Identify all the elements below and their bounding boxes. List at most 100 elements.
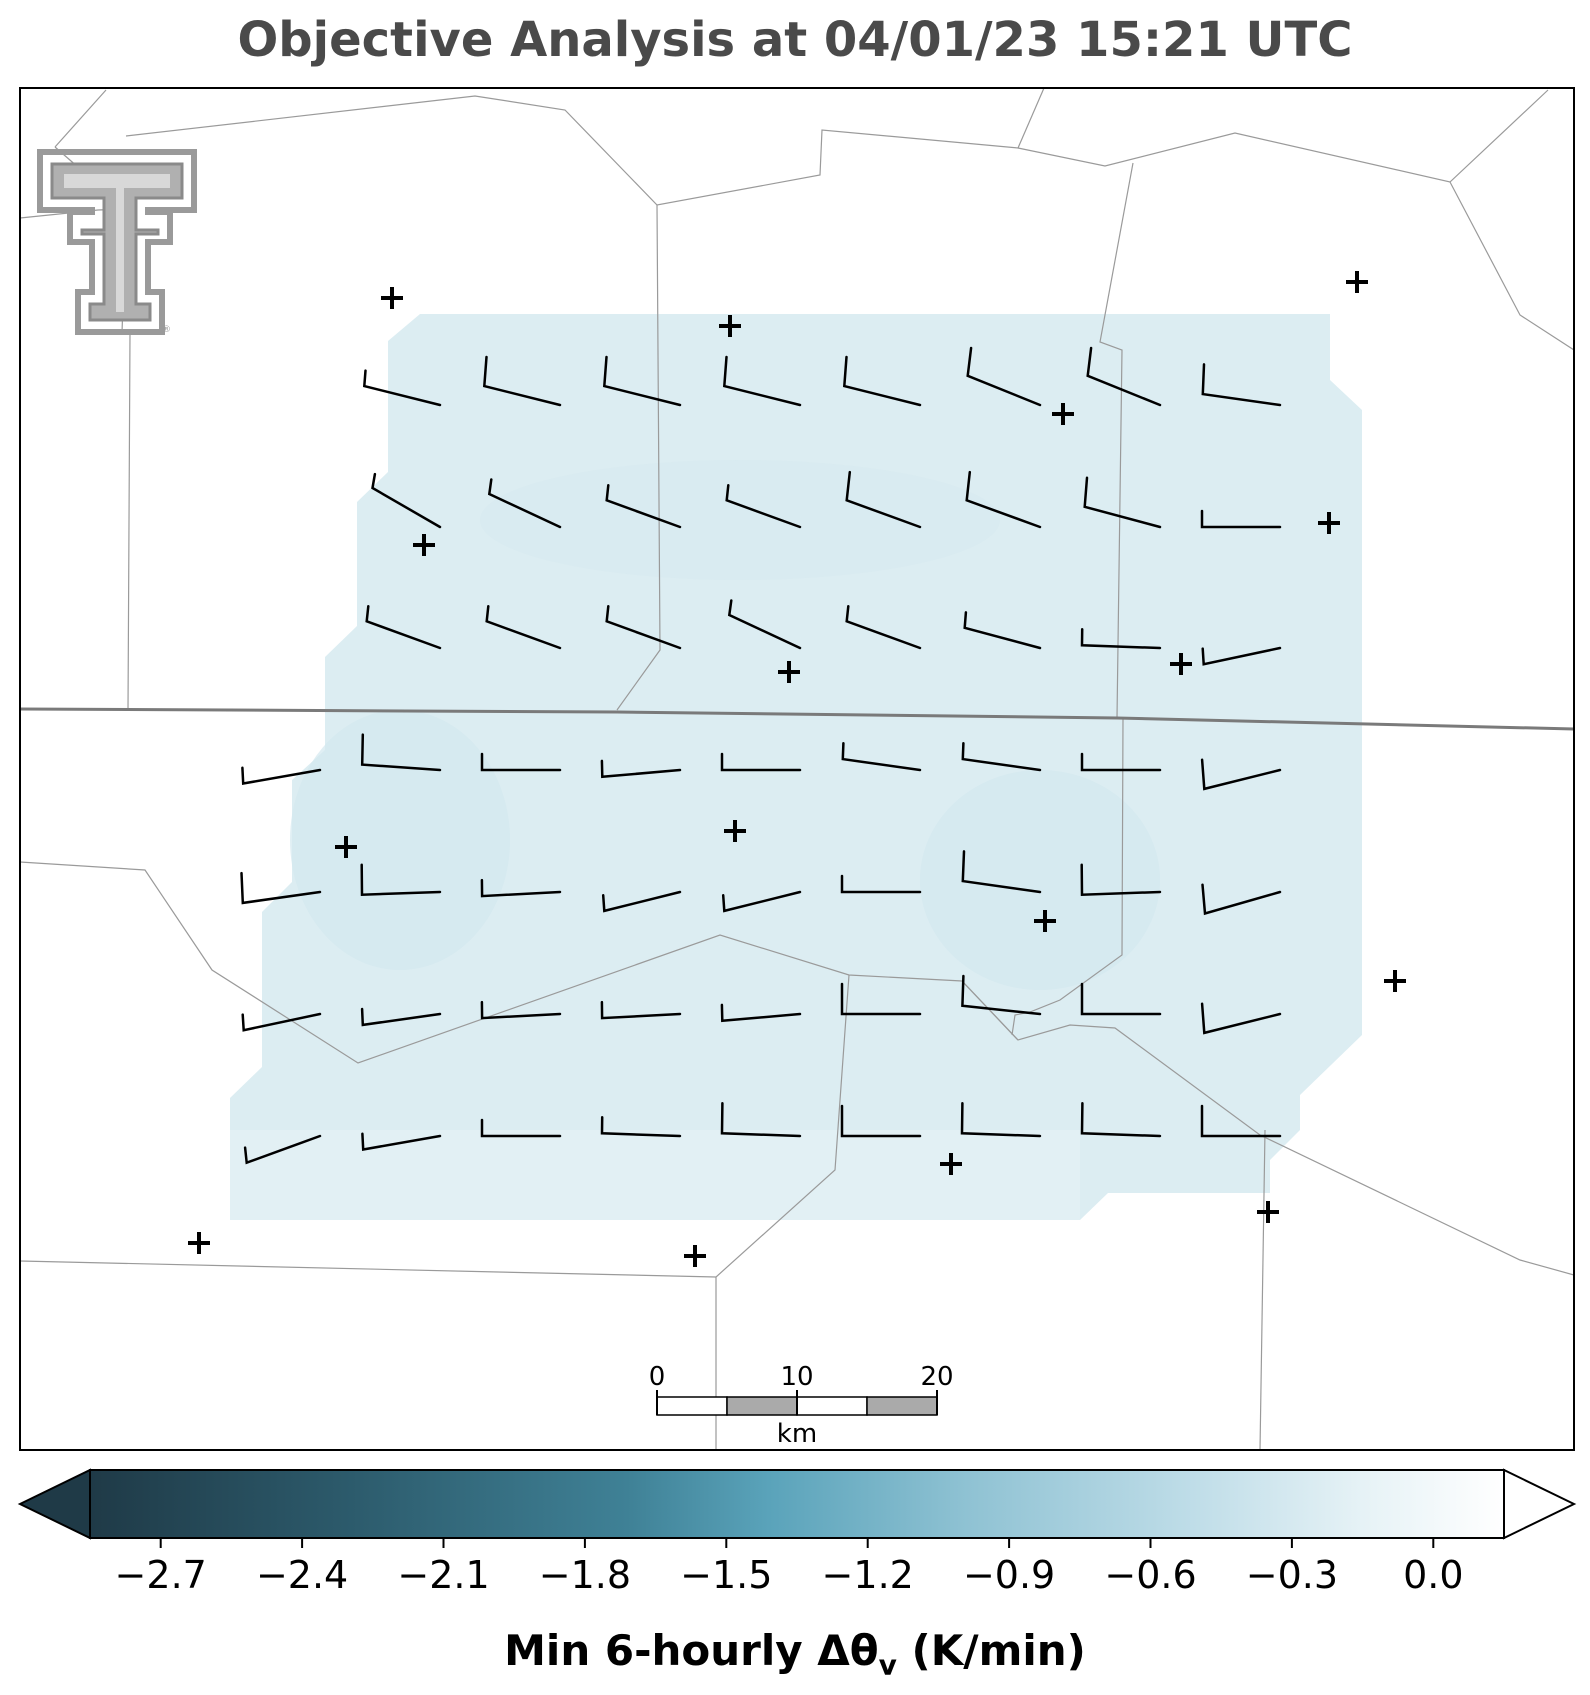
- state-boundary: [20, 707, 1574, 731]
- wind-barb: [1201, 646, 1282, 666]
- station-marker: [724, 820, 746, 842]
- wind-barb: [1080, 628, 1162, 650]
- analysis-field-minimum-1: [290, 710, 510, 970]
- wind-barbs: [240, 346, 1282, 1165]
- wind-barb: [722, 355, 802, 407]
- wind-barb: [360, 863, 442, 896]
- wind-barb: [720, 1003, 802, 1023]
- wind-barb: [485, 605, 562, 650]
- wind-barb: [360, 733, 442, 772]
- station-marker: [1384, 970, 1406, 992]
- station-marker: [684, 1245, 706, 1267]
- wind-barb: [725, 484, 802, 529]
- station-marker: [1318, 512, 1340, 534]
- wind-barb: [960, 1102, 1042, 1138]
- scale-tick-20: 20: [920, 1362, 953, 1392]
- wind-barb: [482, 355, 562, 407]
- wind-barb: [1080, 1102, 1162, 1138]
- wind-barb: [487, 478, 562, 529]
- wind-barb: [243, 1134, 322, 1165]
- wind-barb: [1201, 363, 1282, 407]
- colorbar-tick-label: 0.0: [1403, 1553, 1463, 1597]
- wind-barb: [601, 890, 682, 913]
- wind-barb: [1200, 509, 1282, 529]
- wind-barb: [480, 752, 562, 772]
- scale-tick-10: 10: [780, 1362, 813, 1392]
- wind-barb: [721, 890, 802, 913]
- wind-barb: [961, 742, 1042, 772]
- chart-title: Objective Analysis at 04/01/23 15:21 UTC: [237, 12, 1353, 68]
- wind-barb: [1080, 982, 1162, 1016]
- colorbar-extend-low: [17, 1468, 91, 1540]
- station-marker: [413, 534, 435, 556]
- wind-barb: [240, 871, 322, 905]
- wind-barb: [845, 470, 922, 529]
- wind-barb: [605, 605, 682, 650]
- colorbar-tick-label: −0.3: [1246, 1553, 1338, 1597]
- wind-barb: [727, 599, 802, 650]
- scale-unit: km: [777, 1419, 817, 1449]
- wind-barb: [600, 1116, 682, 1138]
- colorbar-label-unit: (K/min): [896, 1626, 1086, 1675]
- wind-barb: [480, 878, 562, 898]
- svg-text:®: ®: [162, 325, 171, 335]
- station-marker: [719, 315, 741, 337]
- wind-barb: [1083, 476, 1162, 529]
- analysis-field-lighter: [230, 1130, 1080, 1220]
- wind-barb: [605, 484, 682, 529]
- wind-barb: [841, 742, 922, 772]
- wind-barb: [1200, 758, 1282, 791]
- colorbar-tick-label: −0.6: [1104, 1553, 1196, 1597]
- wind-barb: [241, 1012, 322, 1032]
- station-marker: [381, 287, 403, 309]
- station-marker: [1257, 1201, 1279, 1223]
- wind-barb: [840, 982, 922, 1016]
- colorbar: −2.7 −2.4 −2.1 −1.8 −1.5 −1.2 −0.9 −0.6 −0.3 0.0: [17, 1468, 1577, 1597]
- wind-barb: [371, 472, 442, 529]
- station-marker: [1170, 653, 1192, 675]
- wind-barb: [480, 1000, 562, 1020]
- wind-barb: [365, 605, 442, 650]
- station-markers: [188, 271, 1406, 1267]
- wind-barb: [840, 874, 922, 894]
- colorbar-body: [89, 1469, 1505, 1539]
- wind-barb: [602, 355, 682, 407]
- scale-bar: 0 10 20 km: [649, 1362, 954, 1449]
- wind-barb: [961, 850, 1042, 894]
- wind-barb: [480, 1118, 562, 1138]
- wind-barb: [1201, 883, 1282, 916]
- colorbar-tick-label: −2.7: [115, 1553, 207, 1597]
- station-marker: [1052, 403, 1074, 425]
- station-marker: [1346, 271, 1368, 293]
- colorbar-tick-label: −0.9: [963, 1553, 1055, 1597]
- colorbar-extend-high: [1503, 1468, 1577, 1540]
- colorbar-tick-label: −1.5: [680, 1553, 772, 1597]
- station-marker: [778, 661, 800, 683]
- wind-barb: [1200, 1104, 1282, 1138]
- wind-barb: [845, 605, 922, 650]
- wind-barb: [1080, 752, 1162, 772]
- wind-barb: [1200, 1002, 1282, 1035]
- wind-barb: [1080, 863, 1162, 896]
- wind-barb: [362, 369, 442, 407]
- colorbar-tick-label: −2.1: [397, 1553, 489, 1597]
- wind-barb: [361, 1132, 442, 1151]
- wind-barb: [600, 1000, 682, 1020]
- colorbar-label-sub: v: [878, 1648, 897, 1682]
- colorbar-tick-label: −1.8: [539, 1553, 631, 1597]
- station-marker: [940, 1153, 962, 1175]
- scale-tick-0: 0: [649, 1362, 666, 1392]
- colorbar-label: Min 6-hourly Δθv (K/min): [0, 1626, 1590, 1681]
- wind-barb: [720, 752, 802, 772]
- analysis-field-minimum-3: [480, 460, 1000, 580]
- map-frame: [19, 87, 1575, 1451]
- wind-barb: [961, 974, 1042, 1016]
- wind-barb: [840, 1104, 922, 1138]
- wind-barb: [360, 1007, 442, 1027]
- wind-barb: [1086, 346, 1162, 407]
- wind-barb: [963, 611, 1042, 650]
- wind-barb: [965, 470, 1042, 529]
- texas-tech-double-t-logo: ®: [37, 149, 197, 335]
- colorbar-tick-label: −2.4: [256, 1553, 348, 1597]
